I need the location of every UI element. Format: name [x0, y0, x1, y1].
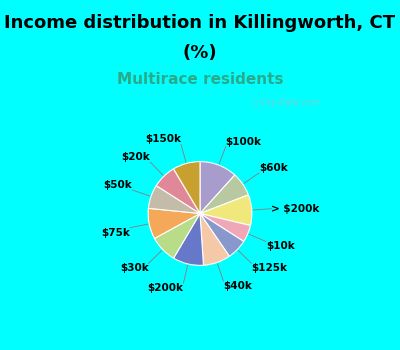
Wedge shape — [154, 214, 200, 258]
Text: $60k: $60k — [259, 163, 288, 173]
Wedge shape — [200, 214, 229, 265]
Text: (%): (%) — [183, 44, 217, 62]
Text: Multirace residents: Multirace residents — [117, 72, 283, 87]
Wedge shape — [174, 214, 204, 265]
Text: ⓘ City-Data.com: ⓘ City-Data.com — [252, 98, 319, 107]
Wedge shape — [174, 162, 200, 214]
Text: $75k: $75k — [101, 228, 130, 238]
Wedge shape — [200, 162, 235, 214]
Text: $150k: $150k — [145, 134, 181, 145]
Wedge shape — [200, 214, 244, 256]
Text: $200k: $200k — [148, 283, 184, 293]
Wedge shape — [148, 186, 200, 214]
Wedge shape — [200, 195, 252, 225]
Wedge shape — [200, 175, 248, 214]
Text: Income distribution in Killingworth, CT: Income distribution in Killingworth, CT — [4, 14, 396, 32]
Text: $20k: $20k — [122, 152, 150, 162]
Text: $30k: $30k — [120, 263, 148, 273]
Text: > $200k: > $200k — [272, 204, 320, 214]
Text: $125k: $125k — [252, 263, 288, 273]
Text: $50k: $50k — [104, 180, 132, 190]
Text: $10k: $10k — [266, 241, 295, 251]
Wedge shape — [200, 214, 250, 242]
Wedge shape — [156, 169, 200, 214]
Wedge shape — [148, 208, 200, 238]
Text: $100k: $100k — [226, 137, 262, 147]
Text: $40k: $40k — [224, 281, 252, 291]
